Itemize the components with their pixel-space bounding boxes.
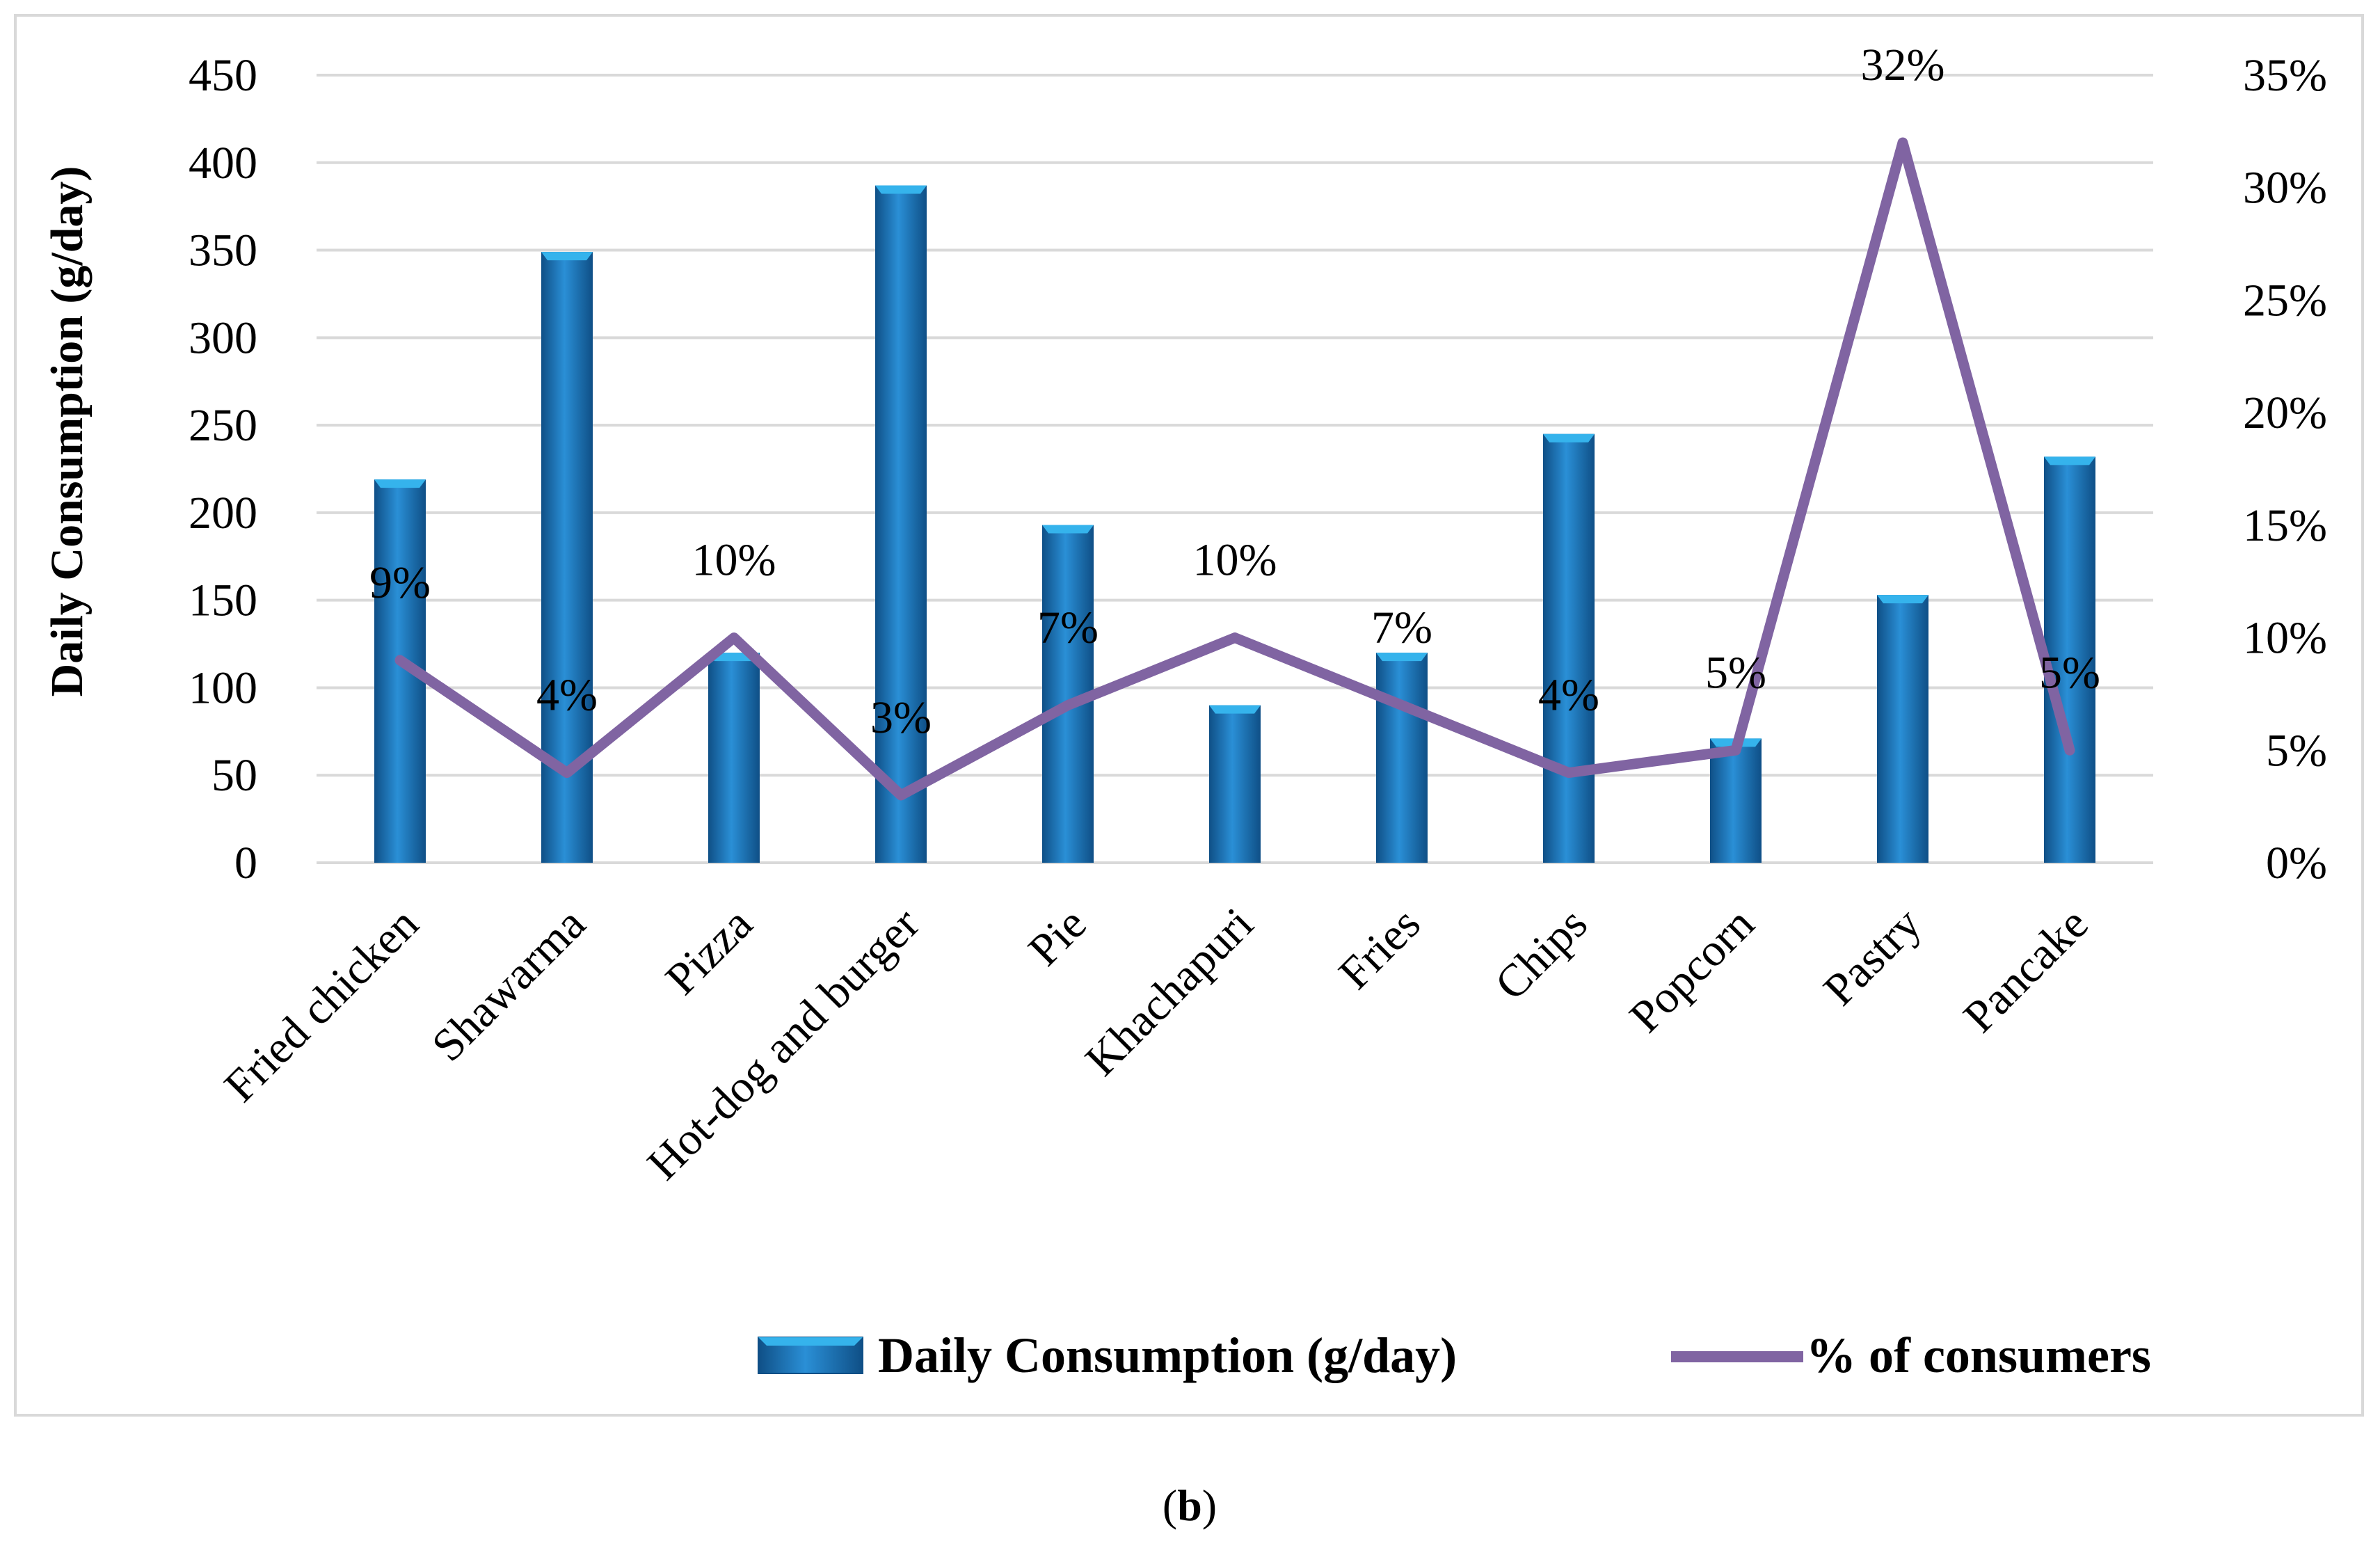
bar — [1376, 653, 1428, 863]
y2-tick-label: 10% — [2243, 613, 2327, 664]
y-tick-label: 450 — [189, 50, 257, 101]
line-data-label: 7% — [1371, 603, 1432, 653]
bar-cap — [1877, 595, 1928, 604]
line-data-label: 4% — [1538, 670, 1599, 721]
line-data-label: 3% — [870, 692, 932, 743]
bar — [1877, 595, 1928, 863]
bar-cap — [1376, 653, 1428, 662]
legend-bar-swatch-top — [758, 1337, 863, 1346]
x-tick-label: Popcorn — [1620, 898, 1764, 1042]
line-percent-consumers — [394, 137, 2075, 801]
bar-cap — [1543, 433, 1595, 443]
y-tick-label: 350 — [189, 225, 257, 276]
bar-cap — [1209, 705, 1261, 714]
bar — [2044, 456, 2095, 863]
y2-tick-label: 0% — [2266, 838, 2327, 888]
y-tick-label: 400 — [189, 138, 257, 189]
line-data-label: 9% — [369, 557, 431, 608]
x-tick-label: Khachapuri — [1076, 898, 1263, 1085]
x-tick-label: Pancake — [1954, 898, 2098, 1042]
y-tick-label: 250 — [189, 400, 257, 451]
x-tick-label: Chips — [1485, 898, 1597, 1010]
right-axis-ticks: 0% 5% 10% 15% 20% 25% 30% 35% — [2243, 50, 2327, 888]
y2-tick-label: 15% — [2243, 500, 2327, 551]
x-tick-label: Pizza — [656, 898, 762, 1005]
y-tick-label: 200 — [189, 488, 257, 539]
line-data-label: 10% — [1193, 535, 1277, 586]
bar — [1209, 705, 1261, 863]
chart-frame — [14, 14, 2364, 1417]
y2-tick-label: 5% — [2266, 725, 2327, 776]
y-tick-label: 300 — [189, 312, 257, 363]
legend-bar-label: Daily Consumption (g/day) — [878, 1328, 1457, 1383]
bar-series — [374, 185, 2095, 863]
x-tick-label: Pastry — [1814, 898, 1931, 1015]
bar-cap — [2044, 456, 2095, 465]
bar — [1710, 738, 1762, 863]
y2-tick-label: 30% — [2243, 163, 2327, 214]
legend: Daily Consumption (g/day) % of consumers — [758, 1328, 2151, 1383]
line-data-label: 7% — [1037, 603, 1099, 653]
x-tick-label: Fries — [1329, 898, 1430, 999]
bar — [875, 185, 927, 863]
left-axis-ticks: 0 50 100 150 200 250 300 350 400 450 — [189, 50, 257, 888]
line-data-label: 32% — [1861, 40, 1945, 90]
x-tick-label: Shawarma — [422, 898, 596, 1071]
gridlines — [317, 74, 2153, 864]
caption-open: ( — [1163, 1481, 1177, 1530]
line-data-label: 10% — [692, 535, 776, 586]
y-tick-label: 0 — [234, 838, 257, 888]
bar-cap — [1042, 525, 1094, 534]
bar-cap — [875, 185, 927, 194]
line-series — [394, 137, 2075, 801]
bar — [708, 653, 760, 863]
caption-close: ) — [1202, 1481, 1217, 1530]
y-tick-label: 50 — [211, 750, 257, 801]
y2-tick-label: 20% — [2243, 388, 2327, 438]
bar — [1543, 433, 1595, 863]
y-tick-label: 100 — [189, 662, 257, 713]
line-data-label: 5% — [1705, 647, 1766, 698]
y-axis-title: Daily Consumption (g/day) — [42, 166, 93, 697]
data-labels: 9% 4% 10% 3% 7% 10% 7% 4% 5% 32% 5% — [369, 40, 2100, 743]
y2-tick-label: 25% — [2243, 275, 2327, 326]
legend-line-label: % of consumers — [1806, 1328, 2151, 1383]
figure-caption: (b) — [1163, 1481, 1217, 1530]
bar-cap — [374, 479, 426, 488]
line-data-label: 5% — [2039, 647, 2100, 698]
x-tick-label: Hot-dog and burger — [638, 898, 929, 1190]
bar-cap — [541, 252, 593, 261]
x-tick-label: Pie — [1019, 898, 1096, 975]
line-data-label: 4% — [536, 670, 598, 721]
y-tick-label: 150 — [189, 575, 257, 626]
x-tick-label: Fried chicken — [215, 898, 429, 1112]
caption-letter: b — [1177, 1481, 1202, 1530]
y2-tick-label: 35% — [2243, 50, 2327, 101]
